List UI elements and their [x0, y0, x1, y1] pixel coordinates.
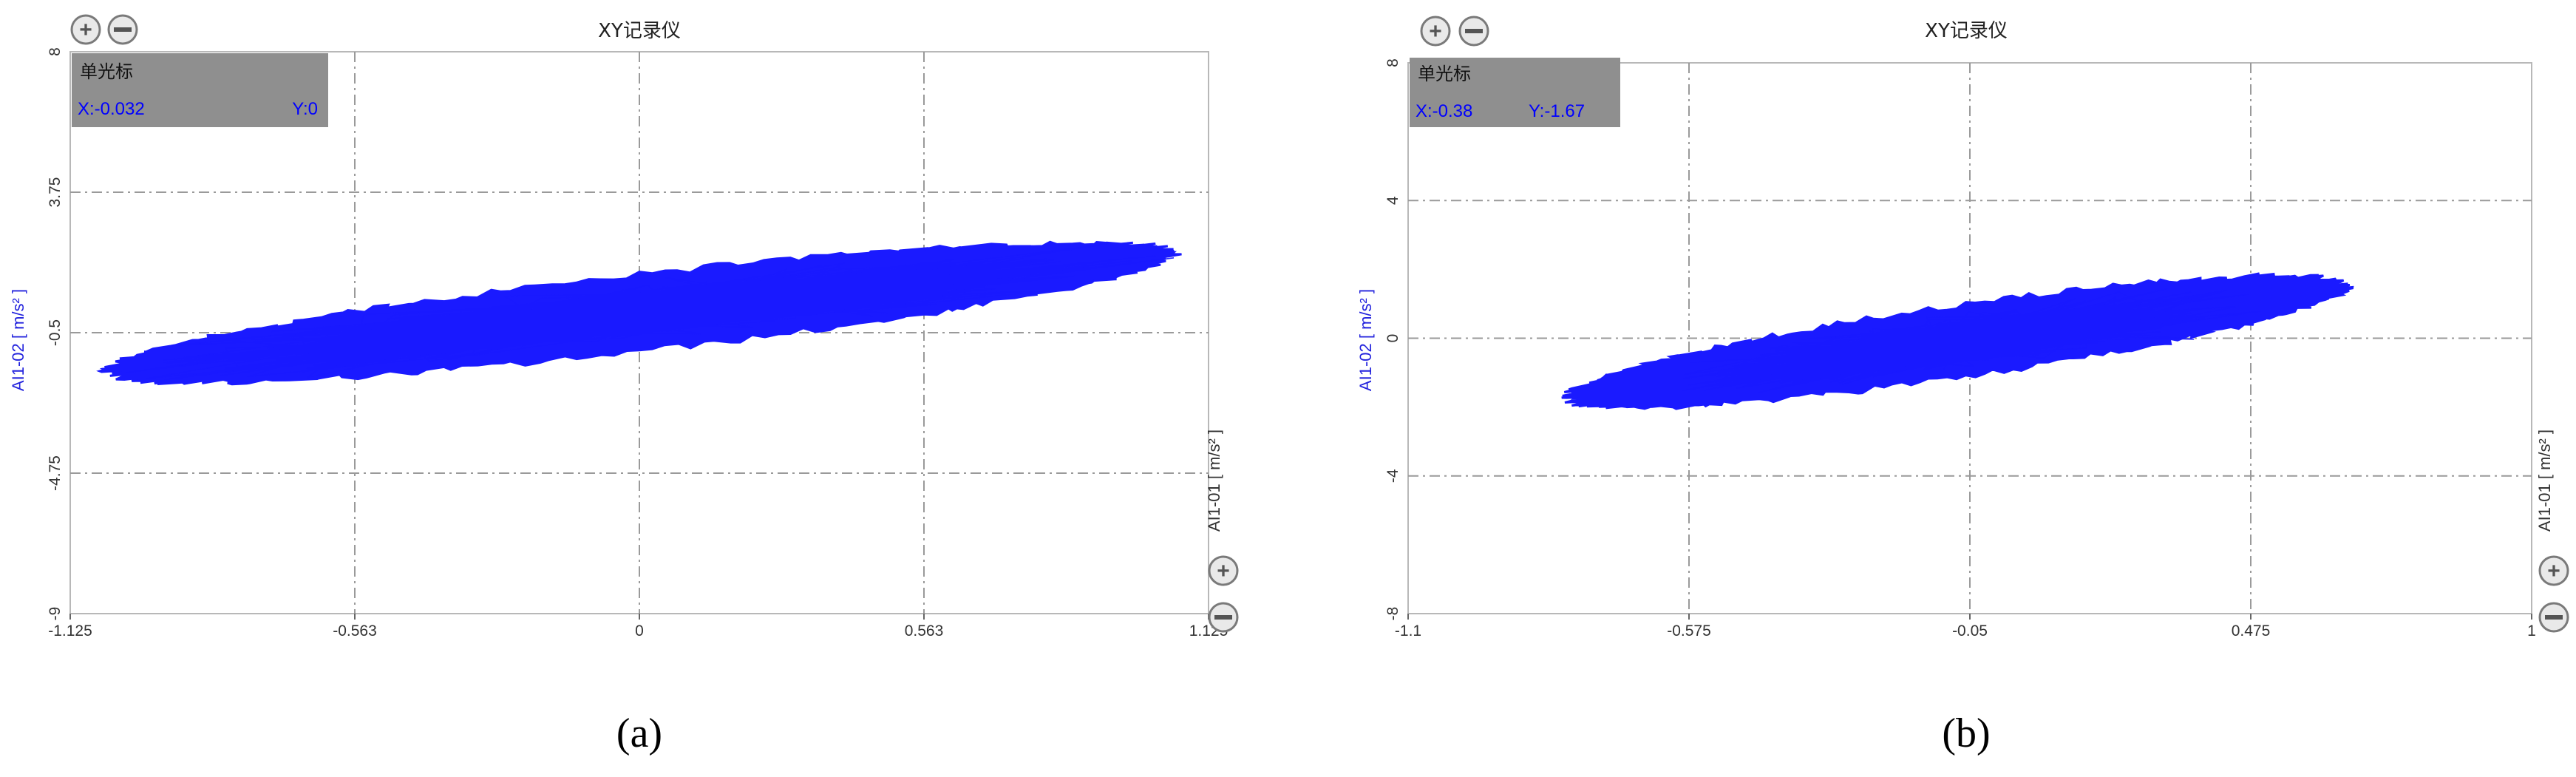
chart-title-a: XY记录仪 — [598, 20, 681, 42]
x-tick-label: -1.1 — [1395, 622, 1421, 639]
y-tick-label: -4 — [1384, 469, 1401, 483]
cursor-readout-b: 单光标 X:-0.38 Y:-1.67 — [1410, 58, 1620, 127]
plus-icon: + — [1429, 19, 1442, 44]
x-zoom-in-button-a[interactable]: + — [1208, 555, 1239, 586]
panel-a: -1.125 -0.563 0 0.563 1.12583.75-0.5-4.75-9 … — [9, 14, 1239, 756]
x-tick-label: 0.563 — [905, 622, 944, 639]
y-tick-label: -9 — [47, 607, 64, 621]
minus-icon — [1214, 615, 1232, 620]
x-axis-label-b: AI1-01 [ m/s² ] — [2535, 430, 2554, 532]
y-axis-label-a: AI1-02 [ m/s² ] — [9, 289, 27, 391]
x-tick-label: -0.563 — [333, 622, 377, 639]
data-series-a — [96, 240, 1182, 386]
ticks-b: -1.1 -0.575 -0.05 0.475 1 8 4 0 -4 -8 — [1384, 58, 2536, 639]
caption-a: (a) — [616, 710, 662, 756]
plus-icon: + — [79, 18, 92, 42]
zoom-out-button-b[interactable] — [1458, 16, 1489, 47]
y-tick-label: -8 — [1384, 607, 1401, 621]
x-axis-label-a: AI1-01 [ m/s² ] — [1205, 430, 1223, 532]
caption-b: (b) — [1942, 710, 1990, 756]
cursor-title-b: 单光标 — [1418, 64, 1471, 84]
minus-icon — [114, 27, 132, 32]
panel-b: -1.1 -0.575 -0.05 0.475 1 8 4 0 -4 -8 XY记录仪 + 单光标… — [1356, 16, 2569, 756]
cursor-y-b: Y:-1.67 — [1529, 101, 1585, 121]
data-trajectory — [125, 243, 1175, 381]
minus-icon — [1465, 29, 1483, 33]
y-tick-label: 3.75 — [47, 177, 64, 208]
zoom-in-button-a[interactable]: + — [70, 14, 101, 45]
x-tick-label: -0.575 — [1667, 622, 1711, 639]
y-tick-label: 4 — [1384, 196, 1401, 205]
minus-icon — [2545, 615, 2563, 620]
cursor-title-a: 单光标 — [80, 61, 133, 82]
x-zoom-out-button-b[interactable] — [2538, 602, 2569, 633]
cursor-x-a: X:-0.032 — [78, 99, 145, 119]
y-tick-label: 0 — [1384, 334, 1401, 343]
data-series-b — [1561, 272, 2354, 410]
zoom-out-button-a[interactable] — [107, 14, 138, 45]
x-tick-label: 1 — [2527, 622, 2536, 639]
zoom-in-button-b[interactable]: + — [1420, 16, 1451, 47]
x-tick-label: -1.125 — [48, 622, 92, 639]
plus-icon: + — [2547, 559, 2560, 583]
x-tick-label: 0 — [635, 622, 644, 639]
cursor-y-a: Y:0 — [292, 99, 318, 119]
x-tick-label: -0.05 — [1952, 622, 1988, 639]
y-axis-label-b: AI1-02 [ m/s² ] — [1356, 289, 1375, 391]
x-zoom-in-button-b[interactable]: + — [2538, 555, 2569, 586]
chart-title-b: XY记录仪 — [1925, 20, 2008, 42]
cursor-x-b: X:-0.38 — [1416, 101, 1472, 121]
cursor-box-b — [1410, 58, 1620, 127]
y-tick-label: -0.5 — [47, 319, 64, 346]
data-trajectory — [1682, 288, 2262, 393]
y-tick-label: -4.75 — [47, 455, 64, 491]
y-tick-label: 8 — [1384, 58, 1401, 67]
cursor-box-a — [72, 53, 328, 127]
x-zoom-out-button-a[interactable] — [1208, 602, 1239, 633]
plus-icon: + — [1217, 559, 1230, 583]
cursor-readout-a: 单光标 X:-0.032 Y:0 — [72, 53, 328, 127]
y-tick-label: 8 — [47, 47, 64, 56]
x-tick-label: 0.475 — [2232, 622, 2271, 639]
